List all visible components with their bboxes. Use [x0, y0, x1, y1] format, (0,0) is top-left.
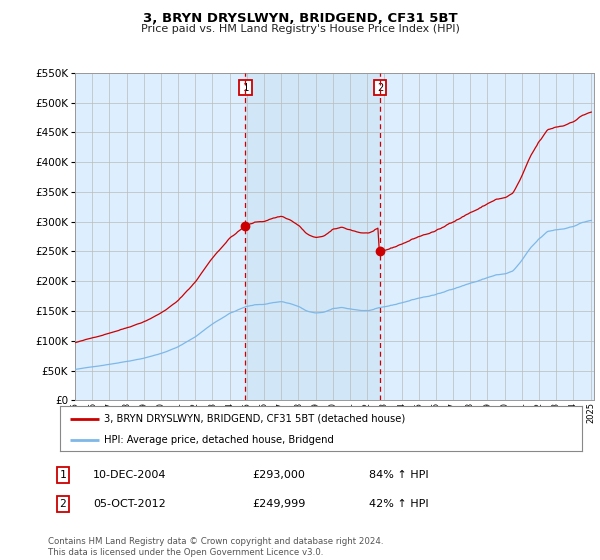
- Text: 2: 2: [59, 499, 67, 509]
- Text: 3, BRYN DRYSLWYN, BRIDGEND, CF31 5BT (detached house): 3, BRYN DRYSLWYN, BRIDGEND, CF31 5BT (de…: [104, 413, 406, 423]
- Text: 3, BRYN DRYSLWYN, BRIDGEND, CF31 5BT: 3, BRYN DRYSLWYN, BRIDGEND, CF31 5BT: [143, 12, 457, 25]
- Text: 1: 1: [242, 82, 248, 92]
- Text: 10-DEC-2004: 10-DEC-2004: [93, 470, 167, 480]
- Text: 42% ↑ HPI: 42% ↑ HPI: [369, 499, 428, 509]
- Text: £249,999: £249,999: [252, 499, 305, 509]
- Text: 84% ↑ HPI: 84% ↑ HPI: [369, 470, 428, 480]
- Text: Price paid vs. HM Land Registry's House Price Index (HPI): Price paid vs. HM Land Registry's House …: [140, 24, 460, 34]
- Text: £293,000: £293,000: [252, 470, 305, 480]
- Text: 05-OCT-2012: 05-OCT-2012: [93, 499, 166, 509]
- Text: 2: 2: [377, 82, 383, 92]
- Bar: [245, 73, 380, 400]
- Text: 1: 1: [59, 470, 67, 480]
- Text: Contains HM Land Registry data © Crown copyright and database right 2024.
This d: Contains HM Land Registry data © Crown c…: [48, 537, 383, 557]
- Text: HPI: Average price, detached house, Bridgend: HPI: Average price, detached house, Brid…: [104, 435, 334, 445]
